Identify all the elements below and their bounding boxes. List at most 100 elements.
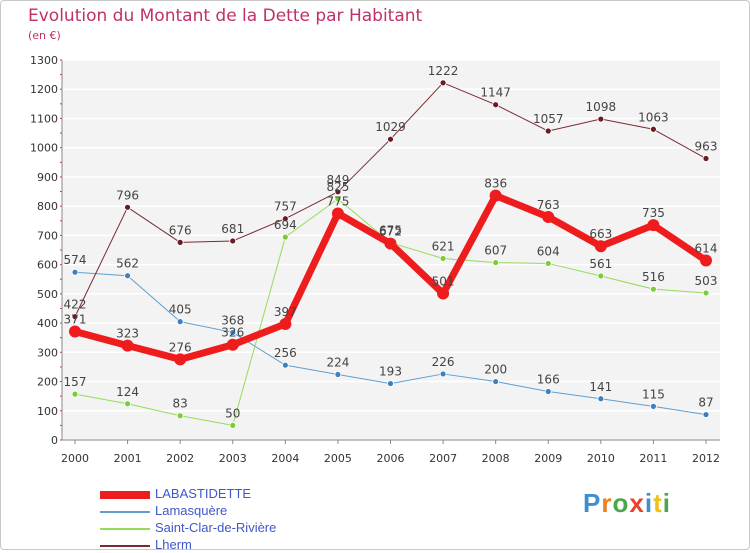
data-point — [124, 272, 131, 280]
data-point — [281, 233, 289, 241]
data-point — [229, 421, 237, 429]
data-point — [647, 219, 660, 232]
unit-label: (en €) — [28, 29, 61, 42]
legend-item: Lamasquère — [100, 503, 227, 519]
y-tick-label: 200 — [37, 376, 58, 389]
data-label: 115 — [642, 387, 665, 401]
legend-label: LABASTIDETTE — [155, 486, 252, 501]
x-tick-label: 2008 — [482, 452, 510, 465]
x-tick-label: 2006 — [377, 452, 405, 465]
data-point — [279, 317, 292, 330]
data-label: 124 — [116, 385, 139, 399]
data-point — [597, 115, 605, 123]
x-tick-label: 2004 — [271, 452, 299, 465]
legend-item: Saint-Clar-de-Rivière — [100, 520, 276, 536]
y-tick-label: 0 — [51, 434, 58, 447]
y-tick-label: 800 — [37, 200, 58, 213]
x-tick-label: 2011 — [639, 452, 667, 465]
data-point — [439, 370, 447, 378]
y-tick-label: 1000 — [30, 142, 58, 155]
data-label: 621 — [432, 239, 455, 253]
data-point — [229, 237, 237, 245]
x-tick-label: 2012 — [692, 452, 720, 465]
data-point — [71, 268, 79, 276]
data-point — [229, 329, 237, 336]
data-point — [544, 388, 552, 395]
data-point — [124, 203, 131, 211]
data-label: 323 — [116, 327, 139, 341]
data-label: 193 — [379, 365, 402, 379]
plot-area — [62, 60, 720, 440]
data-label: 836 — [484, 177, 507, 191]
legend-label: Lherm — [155, 537, 192, 552]
data-point — [702, 289, 710, 297]
data-point — [281, 215, 289, 223]
data-label: 422 — [64, 298, 87, 312]
data-point — [387, 135, 394, 143]
data-label: 50 — [225, 406, 240, 420]
data-label: 757 — [274, 200, 297, 214]
legend-label: Saint-Clar-de-Rivière — [155, 520, 277, 535]
legend-swatch — [100, 490, 150, 499]
data-label: 141 — [589, 380, 612, 394]
data-point — [489, 189, 502, 202]
data-label: 562 — [116, 257, 139, 271]
proxiti-logo: Proxiti — [583, 488, 671, 518]
data-label: 1057 — [533, 112, 564, 126]
data-label: 1147 — [480, 86, 511, 100]
data-point — [384, 237, 397, 250]
data-point — [331, 207, 344, 220]
data-label: 763 — [537, 198, 560, 212]
data-label: 561 — [589, 257, 612, 271]
data-label: 963 — [695, 140, 718, 154]
legend-swatch — [100, 544, 150, 547]
data-point — [542, 210, 555, 223]
data-label: 503 — [695, 274, 718, 288]
data-label: 501 — [432, 275, 455, 289]
data-point — [69, 325, 81, 338]
data-point — [702, 411, 710, 418]
x-tick-label: 2000 — [61, 452, 89, 465]
y-tick-label: 900 — [37, 171, 58, 184]
legend-item: Lherm — [100, 537, 192, 553]
data-point — [226, 338, 239, 351]
data-point — [702, 155, 710, 162]
x-tick-label: 2005 — [324, 452, 352, 465]
data-label: 775 — [326, 194, 349, 208]
y-tick-label: 1300 — [30, 54, 58, 67]
data-label: 607 — [484, 244, 507, 258]
y-tick-label: 400 — [37, 317, 58, 330]
data-point — [439, 79, 447, 87]
data-point — [439, 255, 447, 262]
data-point — [597, 395, 605, 403]
data-point — [650, 402, 657, 410]
data-label: 614 — [695, 242, 718, 256]
legend-label: Lamasquère — [155, 503, 228, 518]
data-label: 676 — [169, 223, 192, 237]
data-label: 166 — [537, 372, 560, 386]
x-tick-label: 2001 — [114, 452, 142, 465]
data-point — [121, 339, 134, 352]
data-label: 256 — [274, 346, 297, 360]
data-label: 83 — [173, 397, 188, 411]
data-label: 405 — [169, 303, 192, 317]
data-point — [544, 127, 552, 135]
data-label: 825 — [326, 180, 349, 194]
y-tick-label: 1100 — [30, 112, 58, 125]
data-point — [124, 400, 131, 408]
data-label: 694 — [274, 218, 297, 232]
data-label: 1029 — [375, 120, 406, 134]
data-point — [387, 380, 394, 387]
legend-swatch — [100, 510, 150, 513]
data-point — [492, 101, 500, 109]
data-label: 87 — [698, 396, 713, 410]
x-tick-label: 2009 — [534, 452, 562, 465]
data-point — [650, 125, 657, 133]
y-tick-label: 1200 — [30, 83, 58, 96]
data-point — [71, 313, 79, 321]
data-label: 276 — [169, 340, 192, 354]
data-label: 397 — [274, 305, 297, 319]
data-point — [334, 195, 342, 203]
data-label: 226 — [432, 355, 455, 369]
